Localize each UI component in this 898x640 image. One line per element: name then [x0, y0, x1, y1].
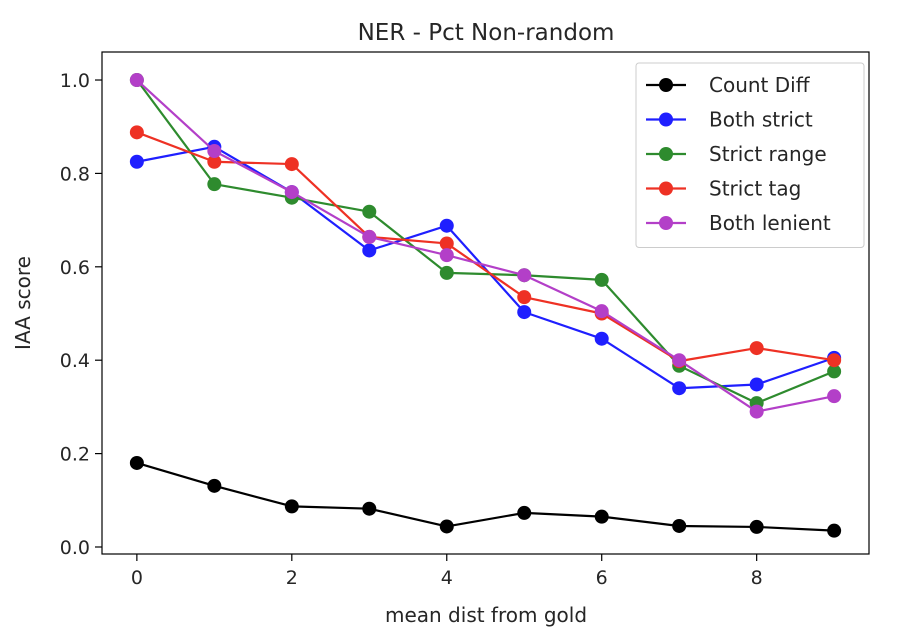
x-tick-label: 0 — [131, 567, 143, 589]
data-point-both-lenient — [517, 268, 532, 283]
data-point-strict-tag — [439, 236, 454, 251]
series-line-both-lenient — [136, 79, 835, 413]
data-point-strict-tag — [517, 290, 532, 305]
legend-label-strict-tag: Strict tag — [709, 177, 801, 201]
data-point-both-strict — [594, 331, 609, 346]
y-tick-label: 0.2 — [60, 444, 90, 466]
data-point-both-strict — [362, 243, 377, 258]
series-count-diff — [129, 455, 842, 538]
data-point-both-lenient — [594, 304, 609, 319]
y-tick-label: 0.6 — [60, 257, 90, 279]
series-line-strict-range — [135, 79, 835, 405]
data-point-strict-tag — [284, 157, 299, 172]
legend-label-count-diff: Count Diff — [709, 73, 811, 97]
data-point-strict-range — [207, 177, 222, 192]
data-point-both-lenient — [207, 143, 222, 158]
data-point-strict-range — [439, 265, 454, 280]
data-point-both-lenient — [749, 404, 764, 419]
data-point-count-diff — [672, 518, 687, 533]
data-point-count-diff — [827, 523, 842, 538]
legend-marker-strict-tag — [659, 181, 673, 196]
legend-marker-strict-range — [659, 147, 673, 161]
data-point-count-diff — [439, 519, 454, 534]
legend-label-both-strict: Both strict — [709, 108, 813, 132]
data-point-both-strict — [672, 381, 687, 396]
chart-title: NER - Pct Non-random — [358, 20, 615, 46]
y-tick-label: 0.4 — [60, 350, 90, 372]
data-point-both-strict — [517, 305, 532, 320]
legend-marker-both-strict — [659, 112, 673, 127]
data-point-strict-range — [827, 364, 842, 379]
data-point-both-strict — [439, 218, 454, 233]
data-point-both-strict — [749, 377, 764, 392]
data-point-strict-tag — [129, 125, 144, 140]
data-point-both-strict — [129, 154, 144, 169]
legend-label-strict-range: Strict range — [709, 142, 827, 166]
x-axis-label: mean dist from gold — [385, 603, 587, 627]
series-line-count-diff — [136, 461, 835, 532]
x-tick-label: 4 — [441, 567, 453, 589]
x-tick-label: 8 — [751, 567, 763, 589]
plot-frame — [101, 51, 870, 555]
data-point-both-lenient — [129, 73, 144, 88]
legend-marker-both-lenient — [659, 216, 673, 230]
x-tick-label: 2 — [286, 567, 298, 589]
series-both-lenient — [129, 73, 842, 419]
legend-marker-count-diff — [659, 78, 673, 92]
data-point-strict-range — [362, 204, 377, 219]
data-point-count-diff — [517, 505, 532, 520]
data-point-strict-tag — [749, 341, 764, 356]
y-tick-label: 0.8 — [60, 163, 90, 185]
data-point-both-lenient — [439, 248, 454, 263]
y-axis-label: IAA score — [11, 256, 35, 350]
legend: Count Diff Both strict Strict range Strict … — [635, 62, 865, 248]
data-point-strict-tag — [827, 353, 842, 368]
legend-box — [635, 62, 865, 248]
x-tick-label: 6 — [596, 567, 608, 589]
data-point-strict-tag — [207, 154, 222, 169]
data-point-count-diff — [362, 501, 377, 516]
data-point-count-diff — [749, 519, 764, 534]
data-point-count-diff — [207, 478, 222, 493]
data-point-count-diff — [129, 455, 144, 470]
data-point-both-lenient — [362, 229, 377, 244]
data-point-both-lenient — [827, 389, 842, 404]
data-point-both-lenient — [284, 185, 299, 200]
data-point-count-diff — [594, 509, 609, 524]
axes: 0 2 4 6 8 0.0 0.2 0.4 0.6 0.8 1.0 — [60, 70, 763, 589]
data-point-strict-range — [594, 272, 609, 287]
legend-label-both-lenient: Both lenient — [709, 211, 831, 235]
y-tick-label: 1.0 — [60, 70, 90, 92]
data-point-both-lenient — [672, 353, 687, 368]
series-layer — [129, 73, 842, 538]
data-point-count-diff — [284, 499, 299, 514]
series-line-strict-tag — [136, 131, 835, 363]
y-tick-label: 0.0 — [60, 537, 90, 559]
